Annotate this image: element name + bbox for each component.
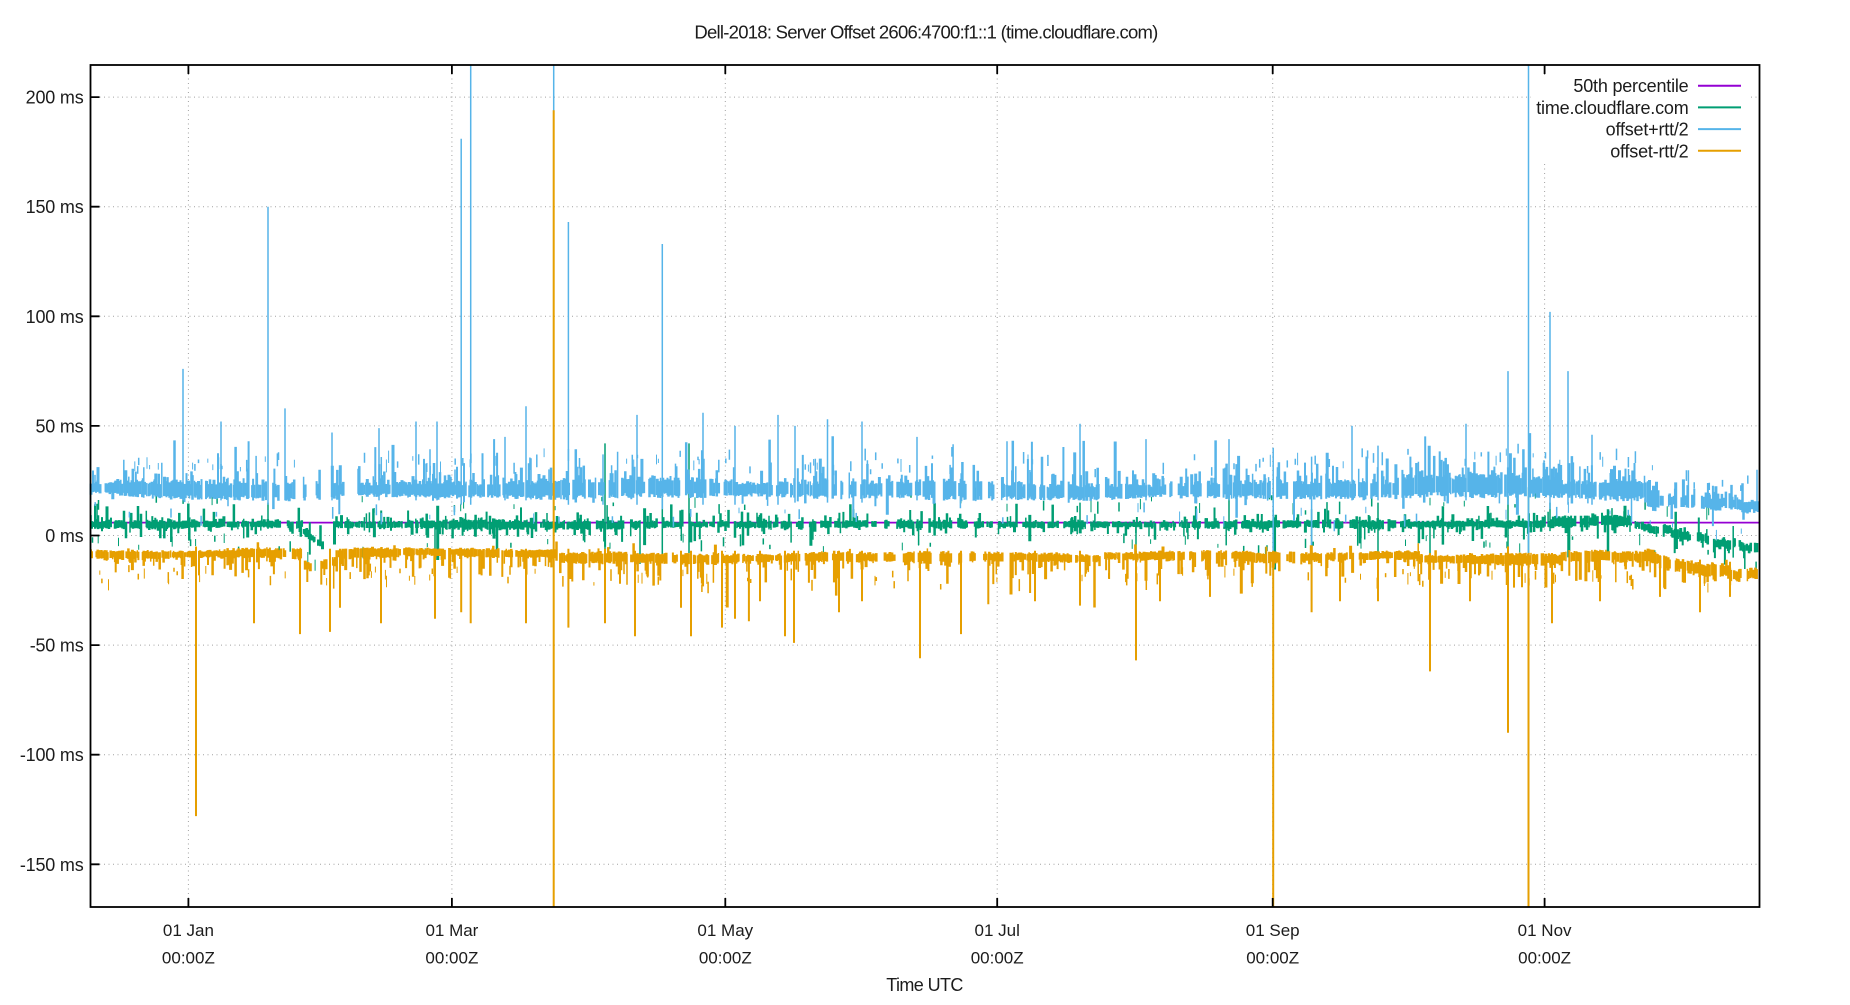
svg-text:50th percentile: 50th percentile bbox=[1573, 76, 1688, 96]
svg-text:00:00Z: 00:00Z bbox=[699, 949, 752, 968]
svg-text:00:00Z: 00:00Z bbox=[971, 949, 1024, 968]
svg-text:00:00Z: 00:00Z bbox=[162, 949, 215, 968]
svg-text:00:00Z: 00:00Z bbox=[1246, 949, 1299, 968]
svg-text:01 Nov: 01 Nov bbox=[1518, 921, 1572, 940]
svg-text:01 Mar: 01 Mar bbox=[425, 921, 478, 940]
svg-text:-100 ms: -100 ms bbox=[20, 745, 84, 765]
svg-text:offset+rtt/2: offset+rtt/2 bbox=[1606, 120, 1689, 140]
svg-text:00:00Z: 00:00Z bbox=[1518, 949, 1571, 968]
svg-text:-150 ms: -150 ms bbox=[20, 855, 84, 875]
svg-text:0 ms: 0 ms bbox=[45, 526, 83, 546]
svg-text:50 ms: 50 ms bbox=[35, 416, 83, 436]
svg-text:offset-rtt/2: offset-rtt/2 bbox=[1610, 141, 1688, 161]
svg-text:01 Sep: 01 Sep bbox=[1246, 921, 1300, 940]
svg-text:time.cloudflare.com: time.cloudflare.com bbox=[1536, 98, 1688, 118]
svg-text:01 Jul: 01 Jul bbox=[975, 921, 1020, 940]
svg-text:Dell-2018: Server Offset 2606:: Dell-2018: Server Offset 2606:4700:f1::1… bbox=[694, 22, 1158, 43]
svg-text:00:00Z: 00:00Z bbox=[425, 949, 478, 968]
svg-text:01 Jan: 01 Jan bbox=[163, 921, 214, 940]
svg-text:01 May: 01 May bbox=[697, 921, 753, 940]
svg-text:150 ms: 150 ms bbox=[26, 197, 84, 217]
svg-text:100 ms: 100 ms bbox=[26, 307, 84, 327]
svg-text:200 ms: 200 ms bbox=[26, 88, 84, 108]
svg-text:Time UTC: Time UTC bbox=[886, 975, 963, 995]
svg-text:-50 ms: -50 ms bbox=[30, 636, 84, 656]
